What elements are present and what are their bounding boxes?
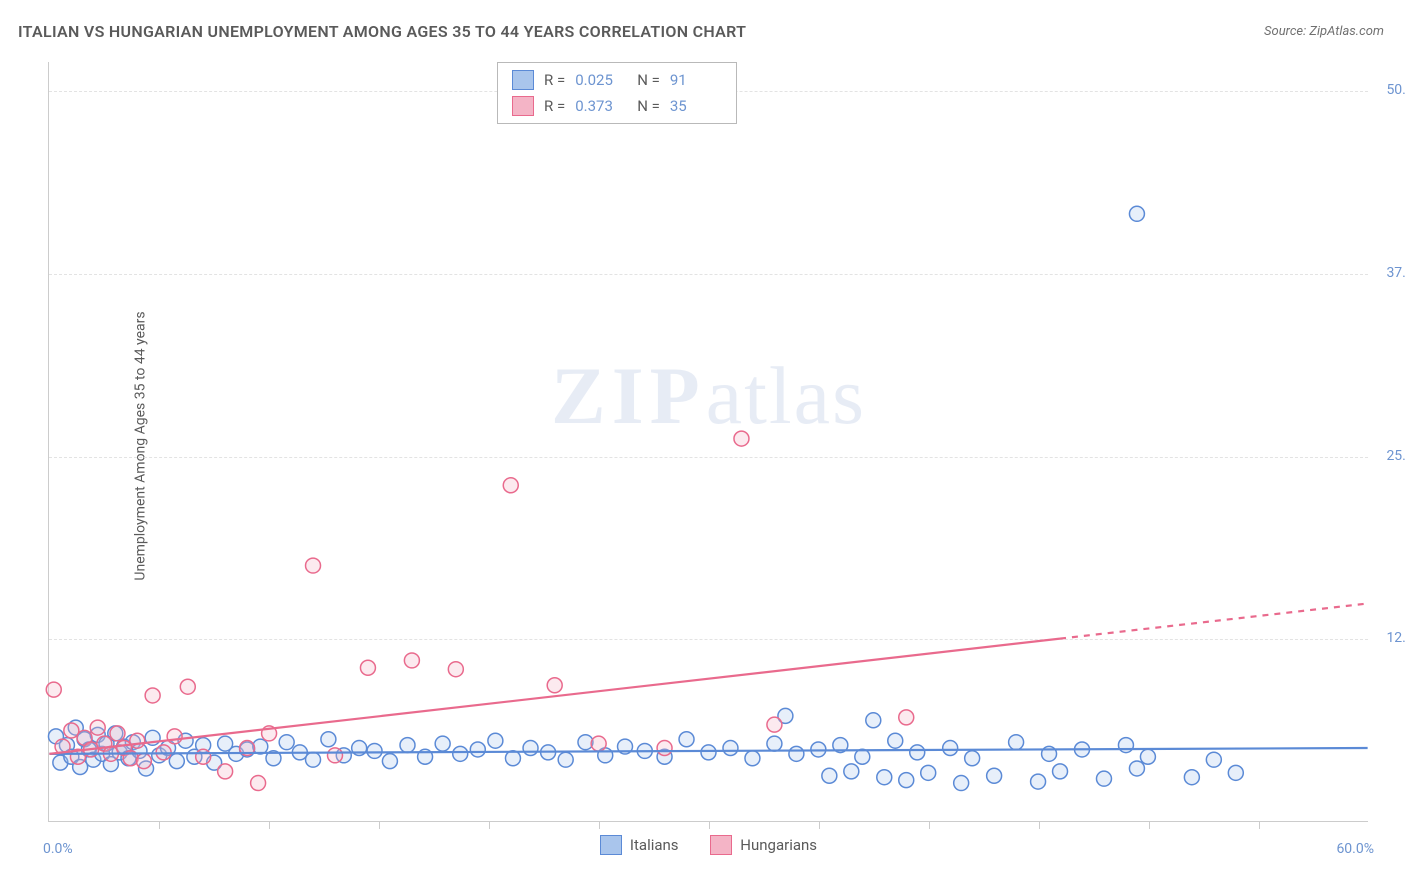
stats-legend-box: R = 0.025 N = 91 R = 0.373 N = 35 — [497, 62, 737, 124]
legend-item-italians: Italians — [600, 835, 679, 855]
n-label: N = — [637, 71, 660, 89]
n-label: N = — [637, 97, 660, 115]
chart-title: ITALIAN VS HUNGARIAN UNEMPLOYMENT AMONG … — [18, 22, 746, 41]
r-value-italians: 0.025 — [575, 71, 627, 89]
n-value-italians: 91 — [670, 71, 722, 89]
legend-label-italians: Italians — [630, 836, 679, 854]
r-label: R = — [544, 71, 565, 89]
chart-plot-area: ZIPatlas 12.5%25.0%37.5%50.0% R = 0.025 … — [48, 62, 1368, 822]
n-value-hungarians: 35 — [670, 97, 722, 115]
stats-row-hungarians: R = 0.373 N = 35 — [498, 93, 736, 119]
swatch-italians — [512, 70, 534, 90]
stats-row-italians: R = 0.025 N = 91 — [498, 67, 736, 93]
chart-svg — [49, 62, 1368, 821]
swatch-hungarians — [512, 96, 534, 116]
legend-swatch-hungarians — [710, 835, 732, 855]
legend-item-hungarians: Hungarians — [710, 835, 817, 855]
legend-swatch-italians — [600, 835, 622, 855]
r-value-hungarians: 0.373 — [575, 97, 627, 115]
bottom-legend: Italians Hungarians — [49, 835, 1368, 859]
legend-label-hungarians: Hungarians — [740, 836, 817, 854]
r-label: R = — [544, 97, 565, 115]
source-attribution: Source: ZipAtlas.com — [1264, 24, 1384, 39]
